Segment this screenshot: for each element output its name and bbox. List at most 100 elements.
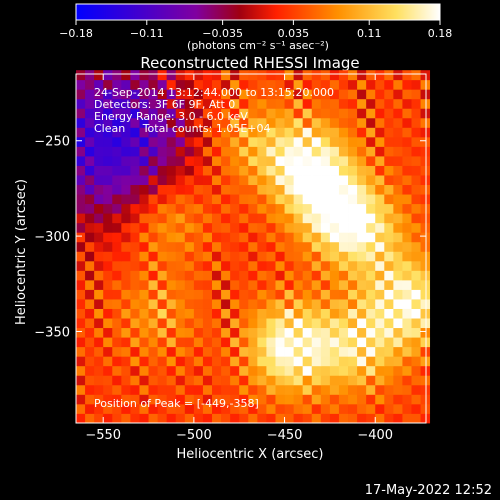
heatmap-cell [329, 308, 340, 319]
heatmap-cell [348, 251, 358, 262]
heatmap-cell [230, 289, 240, 300]
heatmap-cell [239, 327, 249, 338]
heatmap-cell [302, 203, 313, 214]
heatmap-cell [420, 375, 431, 386]
heatmap-cell [329, 403, 340, 414]
x-tick-label: −550 [85, 428, 121, 443]
heatmap-cell [375, 337, 385, 348]
heatmap-cell [121, 308, 131, 319]
heatmap-cell [239, 279, 249, 290]
heatmap-cell [366, 194, 376, 205]
heatmap-cell [266, 384, 276, 395]
heatmap-cell [266, 413, 276, 424]
heatmap-cell [148, 156, 159, 166]
heatmap-cell [76, 403, 86, 414]
heatmap-cell [157, 318, 168, 329]
heatmap-cell [148, 98, 159, 109]
heatmap-cell [284, 270, 295, 281]
heatmap-cell [311, 175, 322, 186]
heatmap-cell [384, 146, 394, 157]
heatmap-cell [329, 413, 340, 424]
heatmap-cell [420, 394, 431, 405]
heatmap-cell [184, 356, 195, 367]
heatmap-cell [184, 346, 195, 357]
heatmap-cell [193, 203, 204, 214]
heatmap-cell [130, 213, 140, 224]
y-tick-label: −350 [34, 325, 70, 340]
heatmap-cell [329, 70, 340, 81]
heatmap-cell [311, 375, 322, 386]
heatmap-cell [130, 98, 140, 109]
heatmap-cell [121, 270, 131, 281]
heatmap-cell [348, 308, 358, 319]
heatmap-cell [302, 384, 313, 395]
heatmap-cell [284, 413, 295, 424]
heatmap-cell [103, 136, 113, 147]
heatmap-cell [257, 251, 267, 262]
heatmap-cell [348, 260, 358, 271]
heatmap-cell [103, 232, 113, 243]
heatmap-cell [103, 279, 113, 290]
heatmap-cell [411, 203, 421, 214]
heatmap-cell [212, 299, 222, 309]
heatmap-cell [284, 79, 295, 90]
heatmap-cell [402, 213, 412, 224]
heatmap-cell [411, 232, 421, 243]
heatmap-cell [266, 165, 276, 176]
heatmap-cell [175, 365, 186, 376]
heatmap-cell [284, 98, 295, 109]
heatmap-cell [130, 146, 140, 157]
heatmap-cell [375, 403, 385, 414]
heatmap-cell [248, 308, 258, 319]
heatmap-cell [375, 251, 385, 262]
heatmap-cell [266, 194, 276, 205]
heatmap-cell [148, 356, 159, 367]
heatmap-cell [411, 156, 421, 166]
heatmap-cell [121, 289, 131, 300]
heatmap-cell [221, 213, 231, 224]
heatmap-cell [275, 194, 285, 205]
heatmap-cell [338, 394, 349, 405]
heatmap-cell [257, 394, 267, 405]
heatmap-cell [175, 375, 186, 386]
heatmap-cell [166, 194, 177, 205]
heatmap-cell [329, 337, 340, 348]
heatmap-cell [366, 165, 376, 176]
heatmap-cell [157, 213, 168, 224]
heatmap-cell [239, 165, 249, 176]
heatmap-cell [121, 260, 131, 271]
heatmap-cell [393, 127, 403, 138]
heatmap-cell [112, 222, 122, 233]
heatmap-cell [139, 270, 149, 281]
heatmap-cell [239, 270, 249, 281]
heatmap-cell [166, 70, 177, 81]
heatmap-cell [248, 318, 258, 329]
heatmap-cell [230, 222, 240, 233]
heatmap-cell [139, 299, 149, 309]
heatmap-cell [166, 260, 177, 271]
heatmap-cell [393, 308, 403, 319]
heatmap-cell [239, 318, 249, 329]
heatmap-cell [248, 403, 258, 414]
colorbar-tick-label: −0.035 [202, 27, 243, 40]
heatmap-cell [329, 79, 340, 90]
heatmap-cell [257, 270, 267, 281]
heatmap-cell [393, 241, 403, 252]
heatmap-cell [85, 394, 95, 405]
heatmap-cell [193, 136, 204, 147]
heatmap-cell [411, 318, 421, 329]
heatmap-cell [112, 270, 122, 281]
heatmap-cell [139, 375, 149, 386]
heatmap-cell [338, 108, 349, 119]
heatmap-cell [366, 89, 376, 100]
heatmap-cell [357, 241, 367, 252]
heatmap-cell [85, 251, 95, 262]
heatmap-cell [338, 136, 349, 147]
heatmap-cell [221, 127, 231, 138]
heatmap-cell [420, 165, 431, 176]
heatmap-cell [193, 270, 204, 281]
heatmap-cell [184, 232, 195, 243]
heatmap-cell [411, 213, 421, 224]
heatmap-cell [112, 289, 122, 300]
heatmap-cell [393, 213, 403, 224]
